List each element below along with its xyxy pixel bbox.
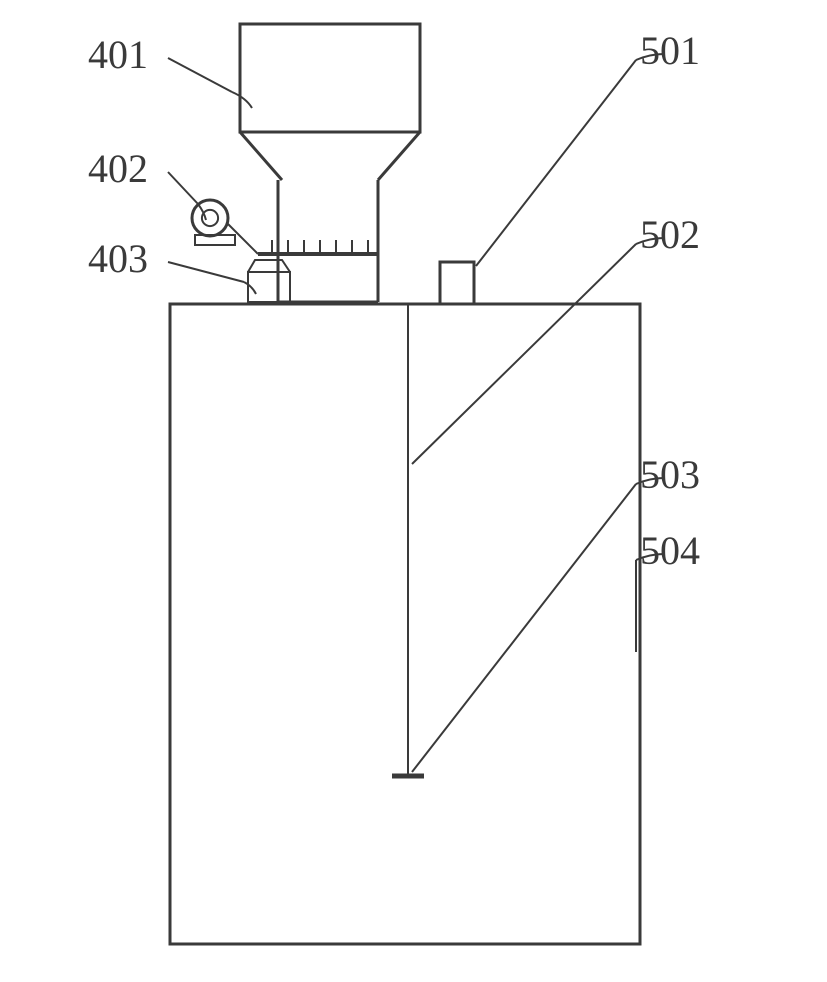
diagram: 401 402 403 501 502 503 504 <box>88 24 700 944</box>
callout-502: 502 <box>412 212 700 464</box>
callouts: 401 402 403 501 502 503 504 <box>88 28 700 772</box>
stirrer <box>392 304 424 776</box>
label-402: 402 <box>88 146 148 191</box>
label-403: 403 <box>88 236 148 281</box>
label-502: 502 <box>640 212 700 257</box>
callout-504: 504 <box>636 528 700 652</box>
hood-403 <box>248 260 290 302</box>
callout-401: 401 <box>88 32 252 108</box>
feeder-teeth <box>258 240 378 254</box>
label-501: 501 <box>640 28 700 73</box>
label-503: 503 <box>640 452 700 497</box>
callout-503: 503 <box>412 452 700 772</box>
callout-402: 402 <box>88 146 206 220</box>
label-504: 504 <box>640 528 700 573</box>
main-body-504 <box>170 304 640 944</box>
label-401: 401 <box>88 32 148 77</box>
block-501 <box>440 262 474 304</box>
